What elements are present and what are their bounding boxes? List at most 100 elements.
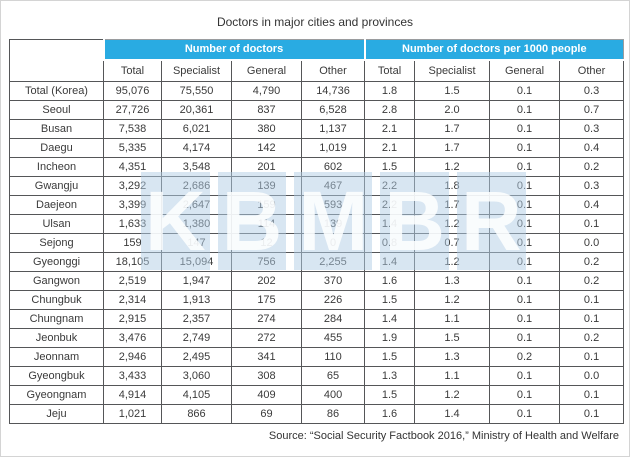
doctors-table: Number of doctors Number of doctors per … <box>9 39 625 424</box>
value-cell: 65 <box>300 366 366 386</box>
value-cell: 1.7 <box>414 119 491 139</box>
value-cell: 1.1 <box>414 366 491 386</box>
value-cell: 2,915 <box>103 309 162 329</box>
value-cell: 1.9 <box>364 328 416 348</box>
value-cell: 75,550 <box>161 81 232 101</box>
value-cell: 0.7 <box>559 100 625 120</box>
value-cell: 400 <box>300 385 366 405</box>
value-cell: 2.1 <box>364 138 416 158</box>
value-cell: 142 <box>231 138 302 158</box>
region-cell: Gyeonggi <box>9 252 104 272</box>
value-cell: 380 <box>231 119 302 139</box>
value-cell: 1.2 <box>414 214 491 234</box>
value-cell: 1.4 <box>364 309 416 329</box>
table-row: Gyeongbuk 3,433 3,060 308 65 1.3 1.1 0.1 0.0 <box>9 366 625 386</box>
value-cell: 27,726 <box>103 100 162 120</box>
region-cell: Busan <box>9 119 104 139</box>
table-row: Total (Korea) 95,076 75,550 4,790 14,736 1.8 1… <box>9 81 625 101</box>
value-cell: 1.5 <box>414 81 491 101</box>
region-cell: Gangwon <box>9 271 104 291</box>
value-cell: 0.1 <box>559 214 625 234</box>
value-cell: 1.3 <box>414 271 491 291</box>
value-cell: 0.4 <box>559 195 625 215</box>
value-cell: 3,476 <box>103 328 162 348</box>
col-header-specialist-1: Specialist <box>161 59 232 82</box>
col-header-other-2: Other <box>559 59 625 82</box>
value-cell: 175 <box>231 290 302 310</box>
value-cell: 95,076 <box>103 81 162 101</box>
region-cell: Daegu <box>9 138 104 158</box>
value-cell: 0.4 <box>559 138 625 158</box>
value-cell: 341 <box>231 347 302 367</box>
value-cell: 1.5 <box>364 385 416 405</box>
value-cell: 272 <box>231 328 302 348</box>
region-cell: Total (Korea) <box>9 81 104 101</box>
value-cell: 0.1 <box>559 385 625 405</box>
value-cell: 1.2 <box>414 157 491 177</box>
col-header-general-2: General <box>489 59 561 82</box>
value-cell: 409 <box>231 385 302 405</box>
value-cell: 1,019 <box>300 138 366 158</box>
value-cell: 2,749 <box>161 328 232 348</box>
value-cell: 1,633 <box>103 214 162 234</box>
value-cell: 0.2 <box>489 347 561 367</box>
value-cell: 3,399 <box>103 195 162 215</box>
value-cell: 159 <box>103 233 162 253</box>
value-cell: 0.2 <box>559 328 625 348</box>
value-cell: 12 <box>231 233 302 253</box>
table-row: Ulsan 1,633 1,380 114 139 1.4 1.2 0.1 0.1 <box>9 214 625 234</box>
value-cell: 5,335 <box>103 138 162 158</box>
value-cell: 837 <box>231 100 302 120</box>
value-cell: 455 <box>300 328 366 348</box>
value-cell: 86 <box>300 404 366 424</box>
page-title: Doctors in major cities and provinces <box>216 15 414 29</box>
value-cell: 1,947 <box>161 271 232 291</box>
value-cell: 1.2 <box>414 290 491 310</box>
corner-cell <box>9 39 104 82</box>
table-row: Busan 7,538 6,021 380 1,137 2.1 1.7 0.1 0.3 <box>9 119 625 139</box>
value-cell: 2,686 <box>161 176 232 196</box>
table-row: Incheon 4,351 3,548 201 602 1.5 1.2 0.1 0.2 <box>9 157 625 177</box>
region-cell: Seoul <box>9 100 104 120</box>
value-cell: 0.3 <box>559 81 625 101</box>
value-cell: 2,647 <box>161 195 232 215</box>
value-cell: 1.4 <box>364 214 416 234</box>
value-cell: 1.4 <box>364 252 416 272</box>
value-cell: 3,433 <box>103 366 162 386</box>
value-cell: 18,105 <box>103 252 162 272</box>
value-cell: 0.1 <box>489 385 561 405</box>
group-header-row: Number of doctors Number of doctors per … <box>9 39 625 82</box>
value-cell: 0.1 <box>489 195 561 215</box>
value-cell: 0.1 <box>489 366 561 386</box>
value-cell: 2.2 <box>364 176 416 196</box>
value-cell: 0.1 <box>489 214 561 234</box>
value-cell: 1.2 <box>414 252 491 272</box>
value-cell: 4,790 <box>231 81 302 101</box>
table-row: Daejeon 3,399 2,647 159 593 2.2 1.7 0.1 0.4 <box>9 195 625 215</box>
value-cell: 1.1 <box>414 309 491 329</box>
value-cell: 4,914 <box>103 385 162 405</box>
value-cell: 3,060 <box>161 366 232 386</box>
value-cell: 1.5 <box>414 328 491 348</box>
value-cell: 110 <box>300 347 366 367</box>
value-cell: 0.1 <box>489 157 561 177</box>
value-cell: 0.1 <box>489 119 561 139</box>
value-cell: 0.8 <box>364 233 416 253</box>
value-cell: 147 <box>161 233 232 253</box>
value-cell: 202 <box>231 271 302 291</box>
value-cell: 0.3 <box>559 119 625 139</box>
value-cell: 1.6 <box>364 271 416 291</box>
value-cell: 0.1 <box>559 309 625 329</box>
table-row: Jeonnam 2,946 2,495 341 110 1.5 1.3 0.2 0.1 <box>9 347 625 367</box>
table-row: Gyeongnam 4,914 4,105 409 400 1.5 1.2 0.1 0.1 <box>9 385 625 405</box>
value-cell: 0.1 <box>489 404 561 424</box>
value-cell: 0.2 <box>559 271 625 291</box>
value-cell: 1.7 <box>414 138 491 158</box>
value-cell: 2,519 <box>103 271 162 291</box>
col-header-total-1: Total <box>103 59 162 82</box>
value-cell: 201 <box>231 157 302 177</box>
table-row: Chungbuk 2,314 1,913 175 226 1.5 1.2 0.1 0.1 <box>9 290 625 310</box>
table-row: Gwangju 3,292 2,686 139 467 2.2 1.8 0.1 0.3 <box>9 176 625 196</box>
value-cell: 1.6 <box>364 404 416 424</box>
table-row: Chungnam 2,915 2,357 274 284 1.4 1.1 0.1 0.1 <box>9 309 625 329</box>
